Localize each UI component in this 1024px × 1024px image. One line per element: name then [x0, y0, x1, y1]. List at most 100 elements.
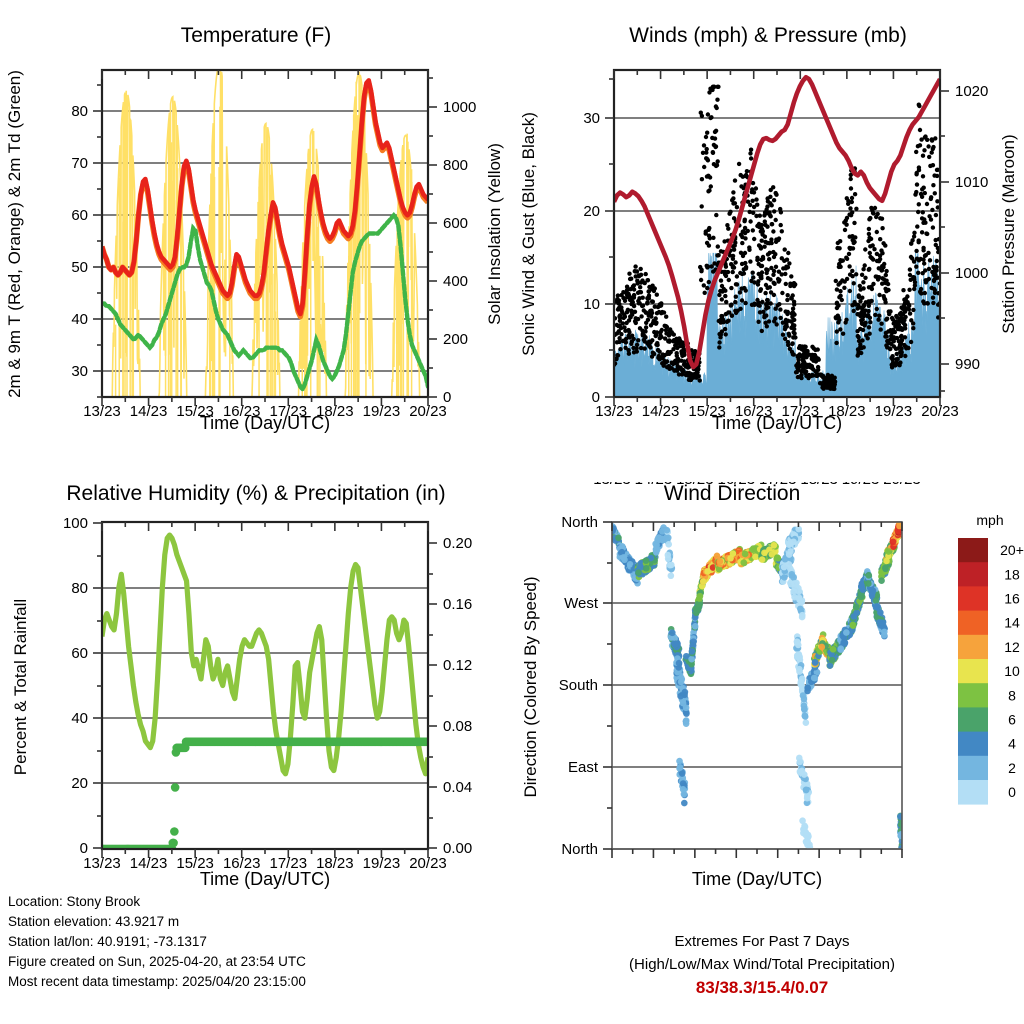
- winds-right-ticklabels: 990 1000 1010 1020: [955, 83, 988, 373]
- x-tick-label: 14/23: [130, 403, 168, 420]
- svg-text:0: 0: [80, 840, 88, 857]
- colorbar-tick-label: 20+: [1000, 542, 1024, 558]
- winds-x-ticklabels: 13/23 14/23 15/23 16/23 17/23 18/23 19/23 20/23: [595, 403, 959, 420]
- colorbar-tick-label: 2: [1008, 760, 1016, 776]
- extremes-values: 83/38.3/15.4/0.07: [695, 978, 829, 997]
- svg-text:1000: 1000: [443, 99, 476, 116]
- dewpoint-trace: [102, 211, 428, 394]
- temperature-left-ticklabels: 30 40 50 60 70 80: [71, 103, 88, 380]
- svg-text:80: 80: [71, 103, 88, 120]
- x-tick-label: 17/23: [270, 403, 308, 420]
- panel-temperature: Temperature (F): [0, 24, 512, 454]
- humidity-data: [102, 532, 428, 849]
- colorbar-tick-label: 12: [1004, 639, 1020, 655]
- relative-humidity-trace: [102, 532, 428, 777]
- svg-text:60: 60: [71, 645, 88, 662]
- x-tick-label: 20/23: [921, 403, 959, 420]
- x-tick-label: 17/23: [270, 855, 308, 872]
- pressure-trace: [614, 74, 940, 370]
- svg-text:800: 800: [443, 157, 468, 174]
- temperature-xlabel: Time (Day/UTC): [200, 413, 330, 433]
- temperature-right-ticks: [428, 77, 437, 398]
- svg-text:1010: 1010: [955, 174, 988, 191]
- svg-text:0.16: 0.16: [443, 596, 472, 613]
- humidity-ylabel-left: Percent & Total Rainfall: [11, 599, 30, 775]
- winds-gridlines: [614, 117, 940, 305]
- footer-metadata: Location: Stony Brook Station elevation:…: [8, 892, 306, 992]
- humidity-chart: 0 20 40 60 80 100 0.00 0.04 0.08 0.12: [11, 515, 472, 889]
- x-tick-label: 19/23: [363, 855, 401, 872]
- svg-text:80: 80: [71, 580, 88, 597]
- panel-humidity-title: Relative Humidity (%) & Precipitation (i…: [66, 482, 446, 505]
- colorbar-tick-label: 6: [1008, 712, 1016, 728]
- temperature-data: [102, 70, 428, 397]
- winds-data: [614, 74, 940, 397]
- colorbar-tick-label: 16: [1004, 591, 1020, 607]
- winds-left-ticklabels: 0 10 20 30: [583, 110, 600, 406]
- svg-text:60: 60: [71, 207, 88, 224]
- temperature-chart: 30 40 50 60 70 80 0 200 400 600: [5, 68, 504, 433]
- x-tick-label: 19/23: [875, 403, 913, 420]
- x-tick-label: 14/23: [642, 403, 680, 420]
- panel-winds: Winds (mph) & Pressure (mb) 0: [512, 24, 1024, 454]
- x-tick-label: 15/23: [676, 482, 714, 488]
- x-tick-label: 13/23: [593, 482, 631, 488]
- temperature-x-ticks: [101, 70, 429, 406]
- winds-left-ticks: [605, 78, 614, 398]
- x-tick-label: 18/23: [316, 403, 354, 420]
- svg-text:0.00: 0.00: [443, 840, 472, 857]
- temperature-x-ticklabels: 13/23 14/23 15/23 16/23 17/23 18/23 19/23 20/23: [83, 403, 447, 420]
- x-tick-label: 18/23: [316, 855, 354, 872]
- x-tick-label: 17/23: [782, 403, 820, 420]
- colorbar-ticklabels: 20+ 18 16 14 12 10 8 6 4 2 0: [1000, 542, 1024, 800]
- humidity-right-ticks: [428, 542, 437, 849]
- colorbar-tick-label: 8: [1008, 687, 1016, 703]
- colorbar-tick-label: 14: [1004, 615, 1020, 631]
- humidity-x-ticklabels: 13/23 14/23 15/23 16/23 17/23 18/23 19/23 20/23: [83, 855, 447, 872]
- winddirection-left-ticks: [603, 521, 612, 850]
- winddirection-x-ticks: [611, 522, 903, 858]
- x-tick-label: 18/23: [800, 482, 838, 488]
- extremes-subheading: (High/Low/Max Wind/Total Precipitation): [629, 956, 895, 973]
- extremes-heading: Extremes For Past 7 Days: [674, 933, 850, 950]
- humidity-left-ticklabels: 0 20 40 60 80 100: [63, 515, 88, 857]
- colorbar-tick-label: 10: [1004, 663, 1020, 679]
- x-tick-label: 16/23: [223, 403, 261, 420]
- x-tick-label: 20/23: [883, 482, 921, 488]
- svg-text:0: 0: [443, 389, 451, 406]
- colorbar-unit-label: mph: [976, 512, 1003, 528]
- x-tick-label: 20/23: [409, 855, 447, 872]
- svg-text:East: East: [568, 759, 599, 776]
- x-tick-label: 16/23: [735, 403, 773, 420]
- winddirection-left-ticklabels: North West South East North: [559, 514, 599, 858]
- colorbar-tick-label: 0: [1008, 784, 1016, 800]
- svg-text:North: North: [561, 514, 598, 531]
- winddirection-scatter: [612, 522, 902, 849]
- temperature-left-ticks: [93, 84, 102, 398]
- winds-ylabel-right: Station Pressure (Maroon): [999, 134, 1018, 333]
- temp-2m-trace: [102, 78, 428, 317]
- solar-insolation-trace: [111, 70, 421, 397]
- svg-text:20: 20: [71, 775, 88, 792]
- humidity-x-ticks: [101, 522, 429, 858]
- winddirection-gridlines: [612, 521, 902, 850]
- winds-x-ticks: [613, 70, 941, 406]
- svg-text:West: West: [564, 595, 599, 612]
- x-tick-label: 13/23: [83, 403, 121, 420]
- footer-elevation: Station elevation: 43.9217 m: [8, 914, 180, 929]
- x-tick-label: 16/23: [223, 855, 261, 872]
- x-tick-label: 19/23: [842, 482, 880, 488]
- x-tick-label: 18/23: [828, 403, 866, 420]
- svg-text:0: 0: [592, 389, 600, 406]
- x-tick-label: 14/23: [635, 482, 673, 488]
- colorbar-tick-label: 18: [1004, 566, 1020, 582]
- colorbar-tick-label: 4: [1008, 736, 1016, 752]
- panel-winddirection: Wind Direction North: [512, 482, 1024, 902]
- panel-temperature-title: Temperature (F): [180, 24, 332, 47]
- x-tick-label: 15/23: [176, 403, 214, 420]
- svg-text:1000: 1000: [955, 265, 988, 282]
- panel-humidity: Relative Humidity (%) & Precipitation (i…: [0, 482, 512, 902]
- svg-text:70: 70: [71, 155, 88, 172]
- x-tick-label: 14/23: [130, 855, 168, 872]
